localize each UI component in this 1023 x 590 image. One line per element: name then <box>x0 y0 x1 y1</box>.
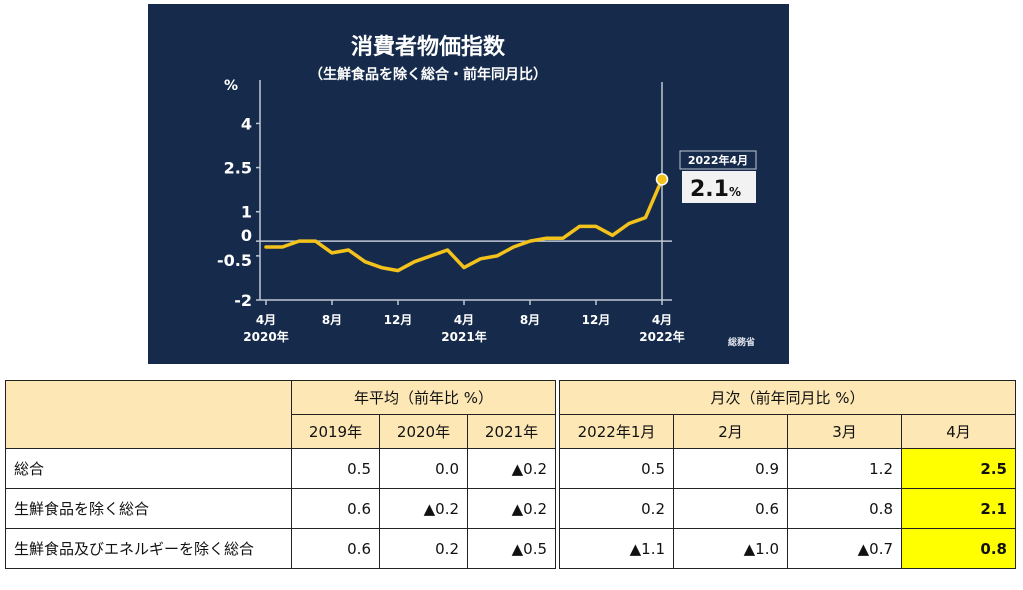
table-column-gap <box>555 380 560 569</box>
cpi-chart-panel: 消費者物価指数 （生鮮食品を除く総合・前年同月比）% 4 2.5 1 0 -0.5 -2 4月 2… <box>148 4 789 364</box>
x-tick-label: 8月 <box>520 313 540 327</box>
table-column-header-row: 2019年 2020年 2021年 2022年1月 2月 3月 4月 <box>6 414 1016 449</box>
col-header-monthly: 2月 <box>673 414 788 449</box>
col-header-monthly: 3月 <box>787 414 902 449</box>
annotation-value: 2.1 <box>690 177 729 202</box>
x-tick-label: 4月 <box>652 313 672 327</box>
x-year-label: 2021年 <box>441 329 486 344</box>
chart-subtitle: （生鮮食品を除く総合・前年同月比） <box>309 66 547 83</box>
y-tick-label: -2 <box>234 291 252 310</box>
source-label: 総務省 <box>728 336 755 348</box>
y-tick-label: 2.5 <box>224 159 252 178</box>
cpi-line-chart: 消費者物価指数 （生鮮食品を除く総合・前年同月比）% 4 2.5 1 0 -0.5 -2 4月 2… <box>217 34 757 348</box>
col-header-annual: 2021年 <box>467 414 556 449</box>
annotation-date-box <box>679 150 757 170</box>
x-tick-label: 4月 <box>256 313 276 327</box>
chart-title: 消費者物価指数 <box>351 34 506 60</box>
y-tick-label: -0.5 <box>217 251 252 270</box>
table-cell: ▲0.2 <box>467 448 556 489</box>
x-tick-label: 4月 <box>454 313 474 327</box>
table-cell: 0.2 <box>379 528 468 569</box>
annotation-value-box <box>682 171 756 203</box>
highlighted-cell: 0.8 <box>901 528 1016 569</box>
table-cell: 0.6 <box>291 528 380 569</box>
annual-group-header: 年平均（前年比 %） <box>291 380 556 415</box>
x-tick-label: 8月 <box>322 313 342 327</box>
x-tick-label: 12月 <box>582 313 611 327</box>
col-header-annual: 2020年 <box>379 414 468 449</box>
y-tick-label: 4 <box>241 114 252 133</box>
cpi-series-line <box>264 177 664 273</box>
table-cell: 0.9 <box>673 448 788 489</box>
table-cell: ▲1.0 <box>673 528 788 569</box>
table-cell: 0.5 <box>291 448 380 489</box>
table-row: 生鮮食品及びエネルギーを除く総合 0.6 0.2 ▲0.5 ▲1.1 ▲1.0 … <box>5 528 1016 569</box>
table-cell: ▲0.7 <box>787 528 902 569</box>
table-cell: 1.2 <box>787 448 902 489</box>
highlighted-cell: 2.5 <box>901 448 1016 489</box>
monthly-group-header: 月次（前年同月比 %） <box>559 380 1016 415</box>
table-cell: 0.0 <box>379 448 468 489</box>
y-tick-label: 1 <box>241 203 252 222</box>
table-cell: ▲0.2 <box>379 488 468 529</box>
y-tick-label: 0 <box>241 226 252 245</box>
y-axis-label: % <box>224 78 238 94</box>
x-year-label: 2020年 <box>243 329 288 344</box>
row-label: 生鮮食品を除く総合 <box>5 488 292 529</box>
row-label: 総合 <box>5 448 292 489</box>
table-cell: ▲0.2 <box>467 488 556 529</box>
table-cell: 0.2 <box>559 488 674 529</box>
col-header-monthly: 4月 <box>901 414 1016 449</box>
cpi-data-table: 年平均（前年比 %） 月次（前年同月比 %） 2019年 2020年 2021年… <box>5 380 1016 569</box>
table-cell: 0.8 <box>787 488 902 529</box>
table-corner-cell <box>5 380 292 449</box>
table-cell: 0.6 <box>291 488 380 529</box>
table-cell: ▲1.1 <box>559 528 674 569</box>
x-tick-label: 12月 <box>384 313 413 327</box>
table-cell: ▲0.5 <box>467 528 556 569</box>
annotation-unit: % <box>729 185 741 199</box>
col-header-annual: 2019年 <box>291 414 380 449</box>
x-year-label: 2022年 <box>639 329 684 344</box>
annotation-date: 2022年4月 <box>688 153 748 167</box>
table-cell: 0.6 <box>673 488 788 529</box>
latest-data-point <box>655 173 669 186</box>
highlighted-cell: 2.1 <box>901 488 1016 529</box>
col-header-monthly: 2022年1月 <box>559 414 674 449</box>
table-row: 総合 0.5 0.0 ▲0.2 0.5 0.9 1.2 2.5 <box>5 448 1016 489</box>
row-label: 生鮮食品及びエネルギーを除く総合 <box>5 528 292 569</box>
table-row: 生鮮食品を除く総合 0.6 ▲0.2 ▲0.2 0.2 0.6 0.8 2.1 <box>5 488 1016 529</box>
table-group-header-row: 年平均（前年比 %） 月次（前年同月比 %） <box>5 380 1016 569</box>
table-cell: 0.5 <box>559 448 674 489</box>
